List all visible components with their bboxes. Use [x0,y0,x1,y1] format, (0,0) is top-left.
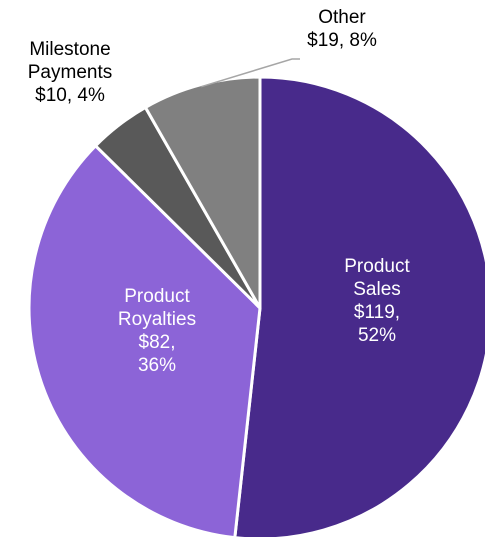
data-label-line: Product [344,256,410,277]
leader-lines [201,58,300,88]
data-label-line: 36% [138,355,176,376]
data-label-line: $82, [139,332,176,353]
leader-line-other [201,58,300,88]
pie-slice-product-royalties [27,144,262,537]
data-label-line: Royalties [118,309,196,330]
data-label-milestone-payments: Milestone Payments $10, 4% [28,39,112,106]
data-label-line: Milestone [29,39,110,60]
data-label-line: Payments [28,62,112,83]
pie-slice-product-sales [233,75,485,537]
data-label-product-sales: Product Sales $119, 52% [344,256,410,346]
data-label-line: $10, 4% [35,85,105,106]
pie-slice-other [143,75,262,310]
data-label-product-royalties: Product Royalties $82, 36% [118,286,196,376]
data-label-line: Product [124,286,190,307]
data-labels: Product Sales $119, 52%Product Royalties $82,… [28,7,411,376]
pie-slices [27,75,485,537]
data-label-other: Other $19, 8% [307,7,377,51]
data-label-line: Sales [353,279,401,300]
data-label-line: Other [318,7,366,28]
data-label-line: 52% [358,325,396,346]
data-label-line: $119, [354,302,400,323]
data-label-line: $19, 8% [307,30,377,51]
